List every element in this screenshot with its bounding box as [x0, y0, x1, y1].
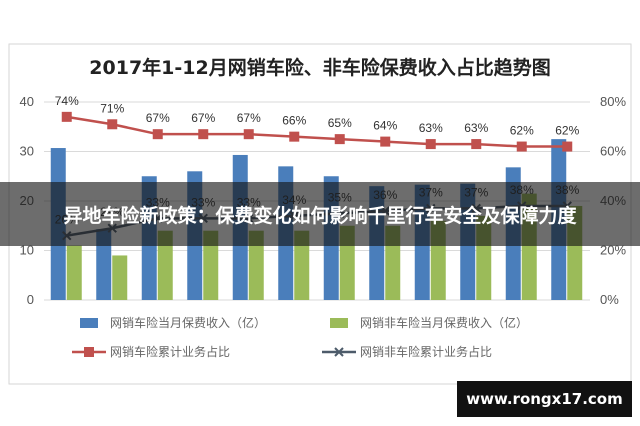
data-label: 62%: [555, 124, 579, 138]
y-tick-label: 40: [20, 94, 34, 109]
line-marker: [380, 136, 391, 147]
data-label: 71%: [100, 101, 124, 115]
line-marker: [471, 139, 482, 150]
data-label: 67%: [191, 111, 215, 125]
line-marker: [516, 141, 527, 152]
line-marker: [334, 134, 345, 145]
data-label: 74%: [55, 94, 79, 108]
y-tick-label: 30: [20, 144, 34, 159]
legend-swatch: [80, 318, 98, 328]
line-marker: [425, 139, 436, 150]
line-marker: [198, 129, 209, 140]
data-label: 67%: [146, 111, 170, 125]
data-label: 67%: [237, 111, 261, 125]
bar: [294, 230, 310, 300]
bar: [96, 229, 112, 300]
bar: [112, 255, 128, 300]
bar: [203, 230, 219, 300]
y2-tick-label: 60%: [600, 144, 626, 159]
line-marker: [289, 131, 300, 142]
data-label: 65%: [328, 116, 352, 130]
y2-tick-label: 80%: [600, 94, 626, 109]
bar: [157, 230, 173, 300]
data-label: 63%: [419, 121, 443, 135]
data-label: 64%: [373, 119, 397, 133]
y2-tick-label: 0%: [600, 292, 619, 307]
data-label: 66%: [282, 114, 306, 128]
data-label: 62%: [510, 124, 534, 138]
y2-tick-label: 20%: [600, 243, 626, 258]
line-marker: [243, 129, 254, 140]
legend-swatch: [330, 318, 348, 328]
legend-label: 网销非车险当月保费收入（亿）: [360, 315, 528, 330]
bar: [248, 230, 264, 300]
chart-title: 2017年1-12月网销车险、非车险保费收入占比趋势图: [89, 56, 550, 79]
y-tick-label: 10: [20, 243, 34, 258]
legend-marker: [334, 347, 344, 357]
line-marker: [107, 119, 118, 130]
line-marker: [61, 111, 72, 122]
data-label: 63%: [464, 121, 488, 135]
legend-marker: [84, 347, 94, 357]
site-watermark: www.rongx17.com: [457, 381, 632, 417]
legend-label: 网销车险累计业务占比: [110, 344, 230, 359]
series-line: [66, 115, 568, 148]
line-marker: [152, 129, 163, 140]
headline-banner: 异地车险新政策：保费变化如何影响千里行车安全及保障力度: [0, 182, 640, 246]
legend-label: 网销非车险累计业务占比: [360, 344, 492, 359]
bar: [66, 245, 82, 300]
line-marker: [562, 141, 573, 152]
legend-label: 网销车险当月保费收入（亿）: [110, 315, 266, 330]
y-tick-label: 0: [27, 292, 34, 307]
